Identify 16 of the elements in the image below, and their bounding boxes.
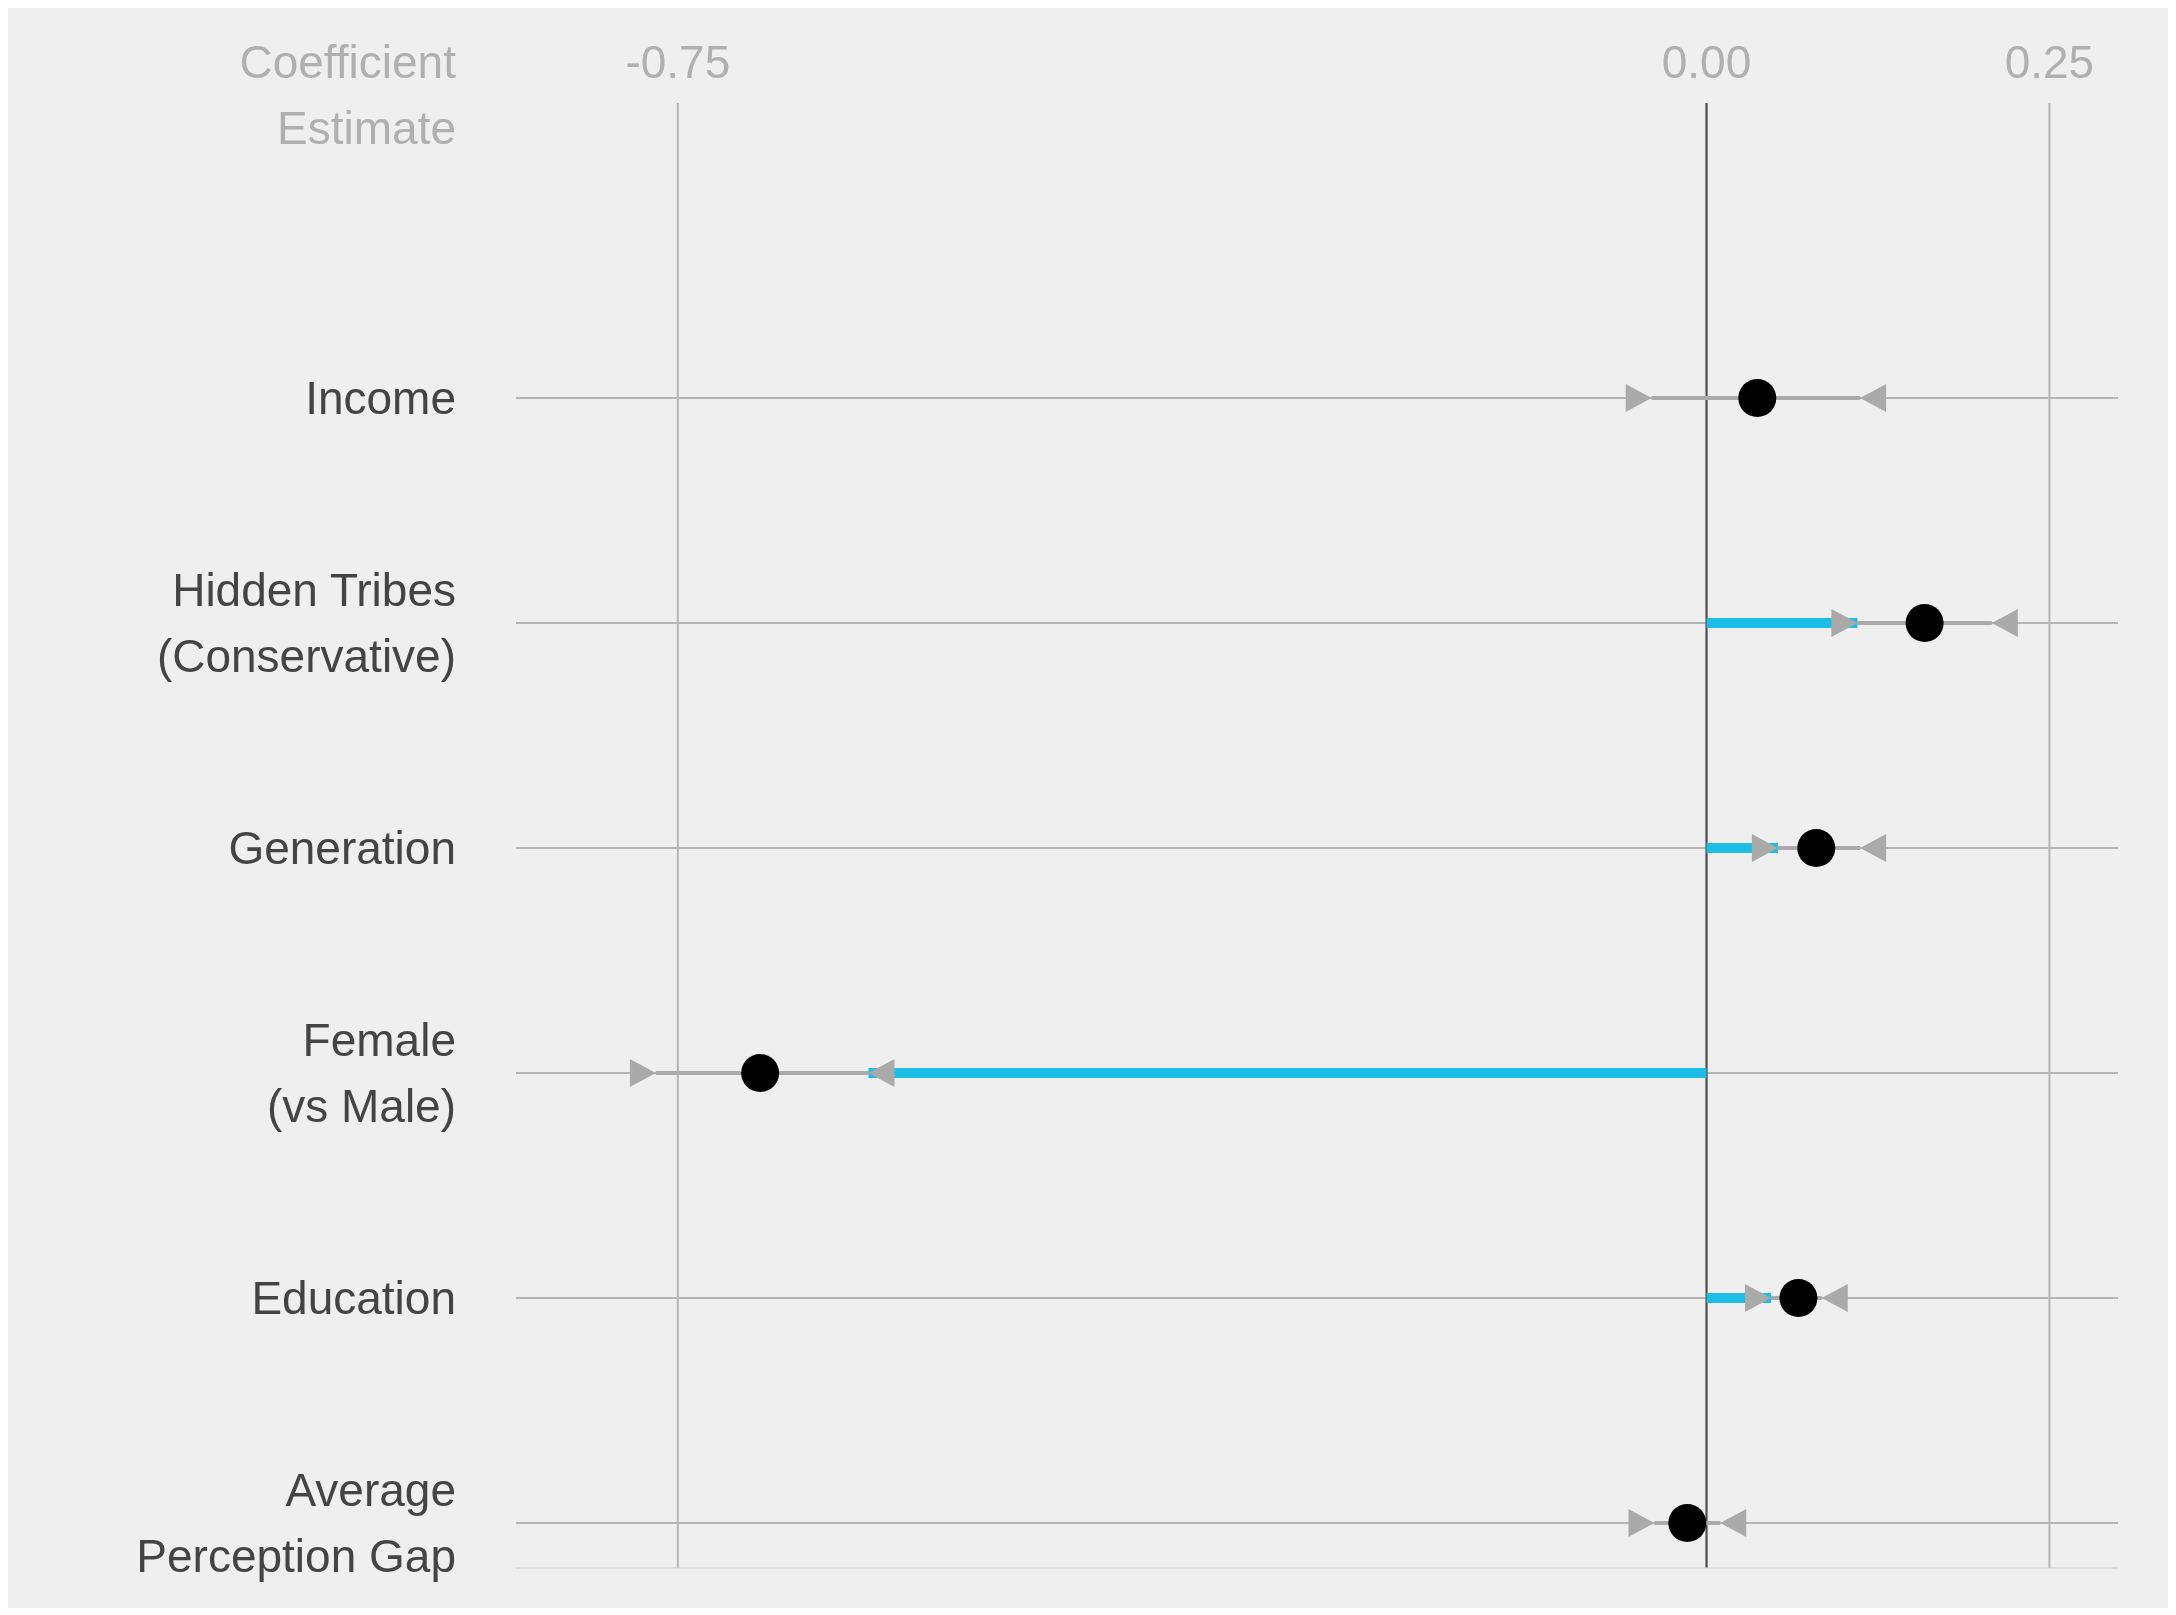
point	[1668, 1504, 1707, 1542]
y-tick-label: Female (vs Male)	[266, 1014, 456, 1132]
point	[1779, 1279, 1818, 1317]
y-tick-label: Hidden Tribes (Conservative)	[156, 564, 456, 682]
y-tick-label: Education	[251, 1272, 456, 1324]
point	[1797, 829, 1836, 867]
x-tick-label: -0.75	[625, 36, 731, 88]
point	[1738, 379, 1777, 417]
point	[1905, 604, 1944, 642]
y-tick-label: Income	[305, 372, 456, 424]
x-tick-label: 0.00	[1661, 36, 1752, 88]
x-axis-title: Coefficient Estimate	[239, 36, 457, 154]
point	[741, 1054, 780, 1092]
y-tick-label: Generation	[228, 822, 456, 874]
y-tick-label: Average Perception Gap	[136, 1464, 456, 1582]
x-tick-label: 0.25	[2004, 36, 2095, 88]
